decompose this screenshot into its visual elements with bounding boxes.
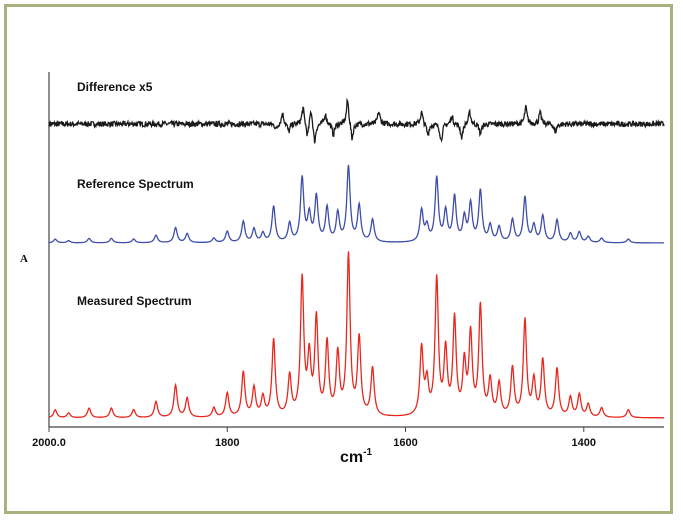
x-axis-label: cm-1	[340, 447, 372, 466]
x-tick-label: 2000.0	[32, 437, 66, 449]
x-tick-label: 1600	[393, 437, 417, 449]
x-tick-label: 1400	[572, 437, 596, 449]
x-ticks: 2000.0 1800 1600 1400	[32, 427, 596, 449]
figure-frame	[4, 4, 673, 514]
reference-trace	[48, 164, 664, 244]
series-label-measured: Measured Spectrum	[77, 294, 192, 308]
x-tick-label: 1800	[215, 437, 239, 449]
difference-trace	[48, 97, 665, 144]
y-axis-label: A	[20, 253, 28, 265]
series-label-difference: Difference x5	[77, 80, 153, 94]
x-axis-label-superscript: -1	[363, 447, 372, 458]
measured-trace	[48, 251, 664, 419]
series-label-reference: Reference Spectrum	[77, 177, 194, 191]
